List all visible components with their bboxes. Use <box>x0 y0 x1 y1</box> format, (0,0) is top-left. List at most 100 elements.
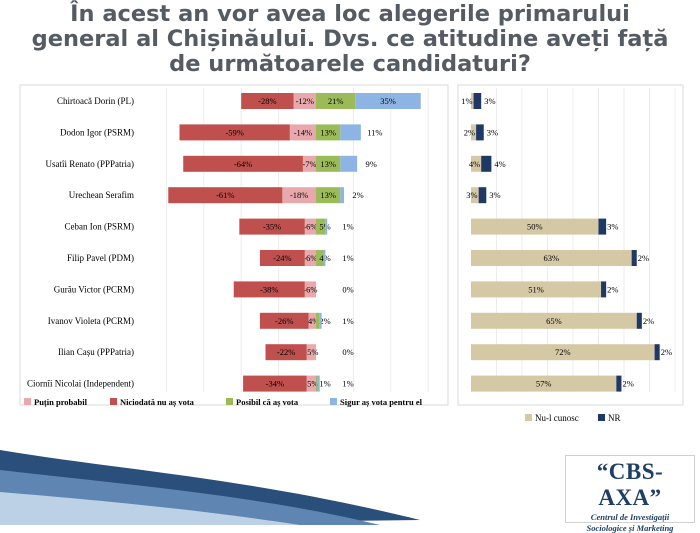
bar-nu-l-cunosc <box>471 250 632 266</box>
label-sigur: 1% <box>342 222 353 232</box>
legend-label: Puțin probabil <box>34 397 88 407</box>
label-putin-probabil: -18% <box>290 190 308 200</box>
bar-posibil <box>316 187 341 204</box>
bar-nu-l-cunosc <box>471 93 474 109</box>
bar-putin-probabil <box>304 281 316 298</box>
label-nr: 2% <box>622 379 633 389</box>
bar-nr <box>636 312 642 329</box>
bar-nr <box>631 250 637 266</box>
category-label: Usatîi Renato (PPPatria) <box>46 159 135 169</box>
label-nr: 3% <box>489 190 500 200</box>
bar-posibil <box>316 218 326 235</box>
bar-putin-probabil <box>304 218 316 235</box>
bar-sigur <box>340 124 361 141</box>
label-putin-probabil: -5% <box>304 347 318 357</box>
bar-putin-probabil <box>308 312 316 329</box>
bar-sigur <box>325 218 328 235</box>
bar-nr <box>598 218 607 235</box>
bar-putin-probabil <box>302 155 316 172</box>
label-nu-l-cunosc: 4% <box>469 159 480 169</box>
label-nu-l-cunosc: 50% <box>527 222 543 232</box>
label-niciodata: -35% <box>263 222 281 232</box>
bar-nu-l-cunosc <box>471 155 482 172</box>
label-nu-l-cunosc: 51% <box>528 284 544 294</box>
label-putin-probabil: -6% <box>303 253 317 263</box>
bar-nu-l-cunosc <box>471 281 602 298</box>
bar-niciodata <box>179 124 290 141</box>
label-nr: 3% <box>487 127 498 137</box>
bar-niciodata <box>259 250 305 266</box>
legend-swatch <box>330 398 337 405</box>
bar-posibil <box>316 375 318 392</box>
label-nr: 2% <box>643 316 654 326</box>
label-nr: 4% <box>494 159 505 169</box>
bar-sigur <box>340 155 358 172</box>
label-nr: 2% <box>607 284 618 294</box>
label-sigur: 35% <box>380 96 396 106</box>
label-putin-probabil: -12% <box>296 96 314 106</box>
label-nu-l-cunosc: 3% <box>466 190 477 200</box>
legend-label: Posibil că aș vota <box>236 397 299 407</box>
label-nr: 2% <box>661 347 672 357</box>
label-nu-l-cunosc: 1% <box>461 96 472 106</box>
bar-nu-l-cunosc <box>471 312 637 329</box>
label-posibil: 1% <box>319 379 330 389</box>
decorative-swoosh <box>0 450 420 525</box>
bar-posibil <box>316 124 341 141</box>
label-putin-probabil: -14% <box>294 127 312 137</box>
label-sigur: 1% <box>342 253 353 263</box>
label-niciodata: -24% <box>273 253 291 263</box>
legend-label: Niciodată nu aș vota <box>120 397 195 407</box>
label-putin-probabil: -5% <box>304 379 318 389</box>
bar-nr <box>478 187 487 204</box>
label-nu-l-cunosc: 2% <box>464 127 475 137</box>
bar-nu-l-cunosc <box>471 218 599 235</box>
bar-sigur <box>319 312 322 329</box>
logo-brand: “CBS-AXA” <box>596 459 664 510</box>
label-nu-l-cunosc: 57% <box>536 379 552 389</box>
bar-sigur <box>317 375 320 392</box>
legend-swatch <box>598 414 605 421</box>
label-niciodata: -34% <box>266 379 284 389</box>
label-sigur: 0% <box>342 284 353 294</box>
label-sigur: 1% <box>342 316 353 326</box>
bar-nr <box>481 155 492 172</box>
bar-niciodata <box>239 218 305 235</box>
label-niciodata: -64% <box>234 159 252 169</box>
bar-niciodata <box>168 187 283 204</box>
legend-label: Sigur aș vota pentru el <box>340 397 423 407</box>
label-putin-probabil: -4% <box>305 316 319 326</box>
label-sigur: 0% <box>342 347 353 357</box>
label-nu-l-cunosc: 65% <box>546 316 562 326</box>
label-putin-probabil: -6% <box>303 222 317 232</box>
legend-swatch <box>110 398 117 405</box>
bar-nr <box>601 281 607 298</box>
bar-niciodata <box>183 155 303 172</box>
category-label: Ceban Ion (PSRM) <box>65 222 135 232</box>
label-niciodata: -59% <box>225 127 243 137</box>
label-niciodata: -26% <box>275 316 293 326</box>
label-posibil: 5% <box>319 222 330 232</box>
bar-nu-l-cunosc <box>471 344 655 361</box>
bar-sigur <box>323 250 326 266</box>
label-niciodata: -61% <box>216 190 234 200</box>
label-sigur: 9% <box>365 159 376 169</box>
legend-label: Nu-l cunosc <box>535 413 579 423</box>
swoosh-light <box>0 492 300 525</box>
bar-sigur <box>340 187 345 204</box>
label-sigur: 2% <box>352 190 363 200</box>
category-label: Ciornîi Nicolai (Independent) <box>27 379 134 389</box>
bar-sigur <box>355 93 421 109</box>
label-posibil: 2% <box>319 316 330 326</box>
bar-nu-l-cunosc <box>471 187 479 204</box>
label-posibil: 13% <box>320 127 336 137</box>
label-putin-probabil: -7% <box>302 159 316 169</box>
logo-line-1: Centrul de Investigații <box>590 512 670 522</box>
bar-niciodata <box>233 281 305 298</box>
category-label: Gurău Victor (PCRM) <box>54 284 134 294</box>
legend-label: NR <box>608 413 621 423</box>
bar-nu-l-cunosc <box>471 375 617 392</box>
cbs-axa-logo: “CBS-AXA” Centrul de Investigații Sociol… <box>565 455 695 533</box>
bar-nr <box>473 93 482 109</box>
category-label: Dodon Igor (PSRM) <box>60 127 134 137</box>
